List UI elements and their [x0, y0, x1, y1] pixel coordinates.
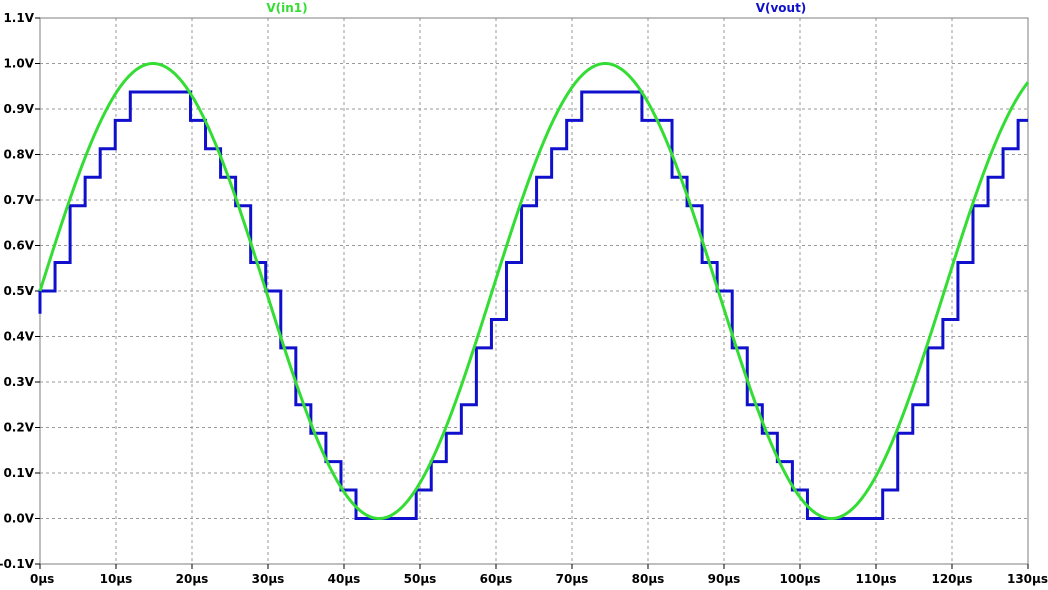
x-axis: 0µs 10µs 20µs 30µs 40µs 50µs 60µs 70µs 80µs 90µs 1…	[30, 564, 1048, 586]
x-tick-label: 50µs	[404, 572, 437, 586]
legend-vin1: V(in1)	[266, 1, 307, 15]
series	[38, 61, 1030, 521]
y-tick-label: 0.9V	[3, 102, 34, 116]
y-tick-label: -0.1V	[0, 557, 35, 571]
x-tick-label: 110µs	[855, 572, 896, 586]
legend-vout: V(vout)	[756, 1, 807, 15]
x-tick-label: 60µs	[480, 572, 513, 586]
x-tick-label: 70µs	[556, 572, 589, 586]
y-tick-label: 0.4V	[3, 330, 34, 344]
x-tick-label: 20µs	[176, 572, 209, 586]
x-tick-label: 90µs	[708, 572, 741, 586]
x-tick-label: 100µs	[779, 572, 820, 586]
x-tick-label: 40µs	[328, 572, 361, 586]
y-tick-label: 0.1V	[3, 466, 34, 480]
x-tick-label: 120µs	[931, 572, 972, 586]
grid	[40, 18, 1028, 564]
x-tick-label: 80µs	[632, 572, 665, 586]
y-tick-label: 0.5V	[3, 284, 34, 298]
y-tick-label: 1.1V	[3, 11, 34, 25]
x-tick-label: 30µs	[252, 572, 285, 586]
y-tick-label: 0.6V	[3, 239, 34, 253]
y-axis: -0.1V 0.0V 0.1V 0.2V 0.3V 0.4V 0.5V 0.6V 0.7V 0.8…	[0, 11, 40, 571]
y-tick-label: 0.3V	[3, 375, 34, 389]
series-vout-line	[38, 90, 1028, 520]
y-tick-label: 1.0V	[3, 57, 34, 71]
x-tick-label: 0µs	[30, 572, 54, 586]
x-tick-label: 10µs	[100, 572, 133, 586]
legend: V(in1) V(vout)	[266, 1, 806, 15]
y-tick-label: 0.7V	[3, 193, 34, 207]
y-tick-label: 0.2V	[3, 421, 34, 435]
y-tick-label: 0.8V	[3, 148, 34, 162]
series-in1-line	[38, 61, 1030, 521]
y-tick-label: 0.0V	[3, 512, 34, 526]
x-tick-label: 130µs	[1007, 572, 1048, 586]
